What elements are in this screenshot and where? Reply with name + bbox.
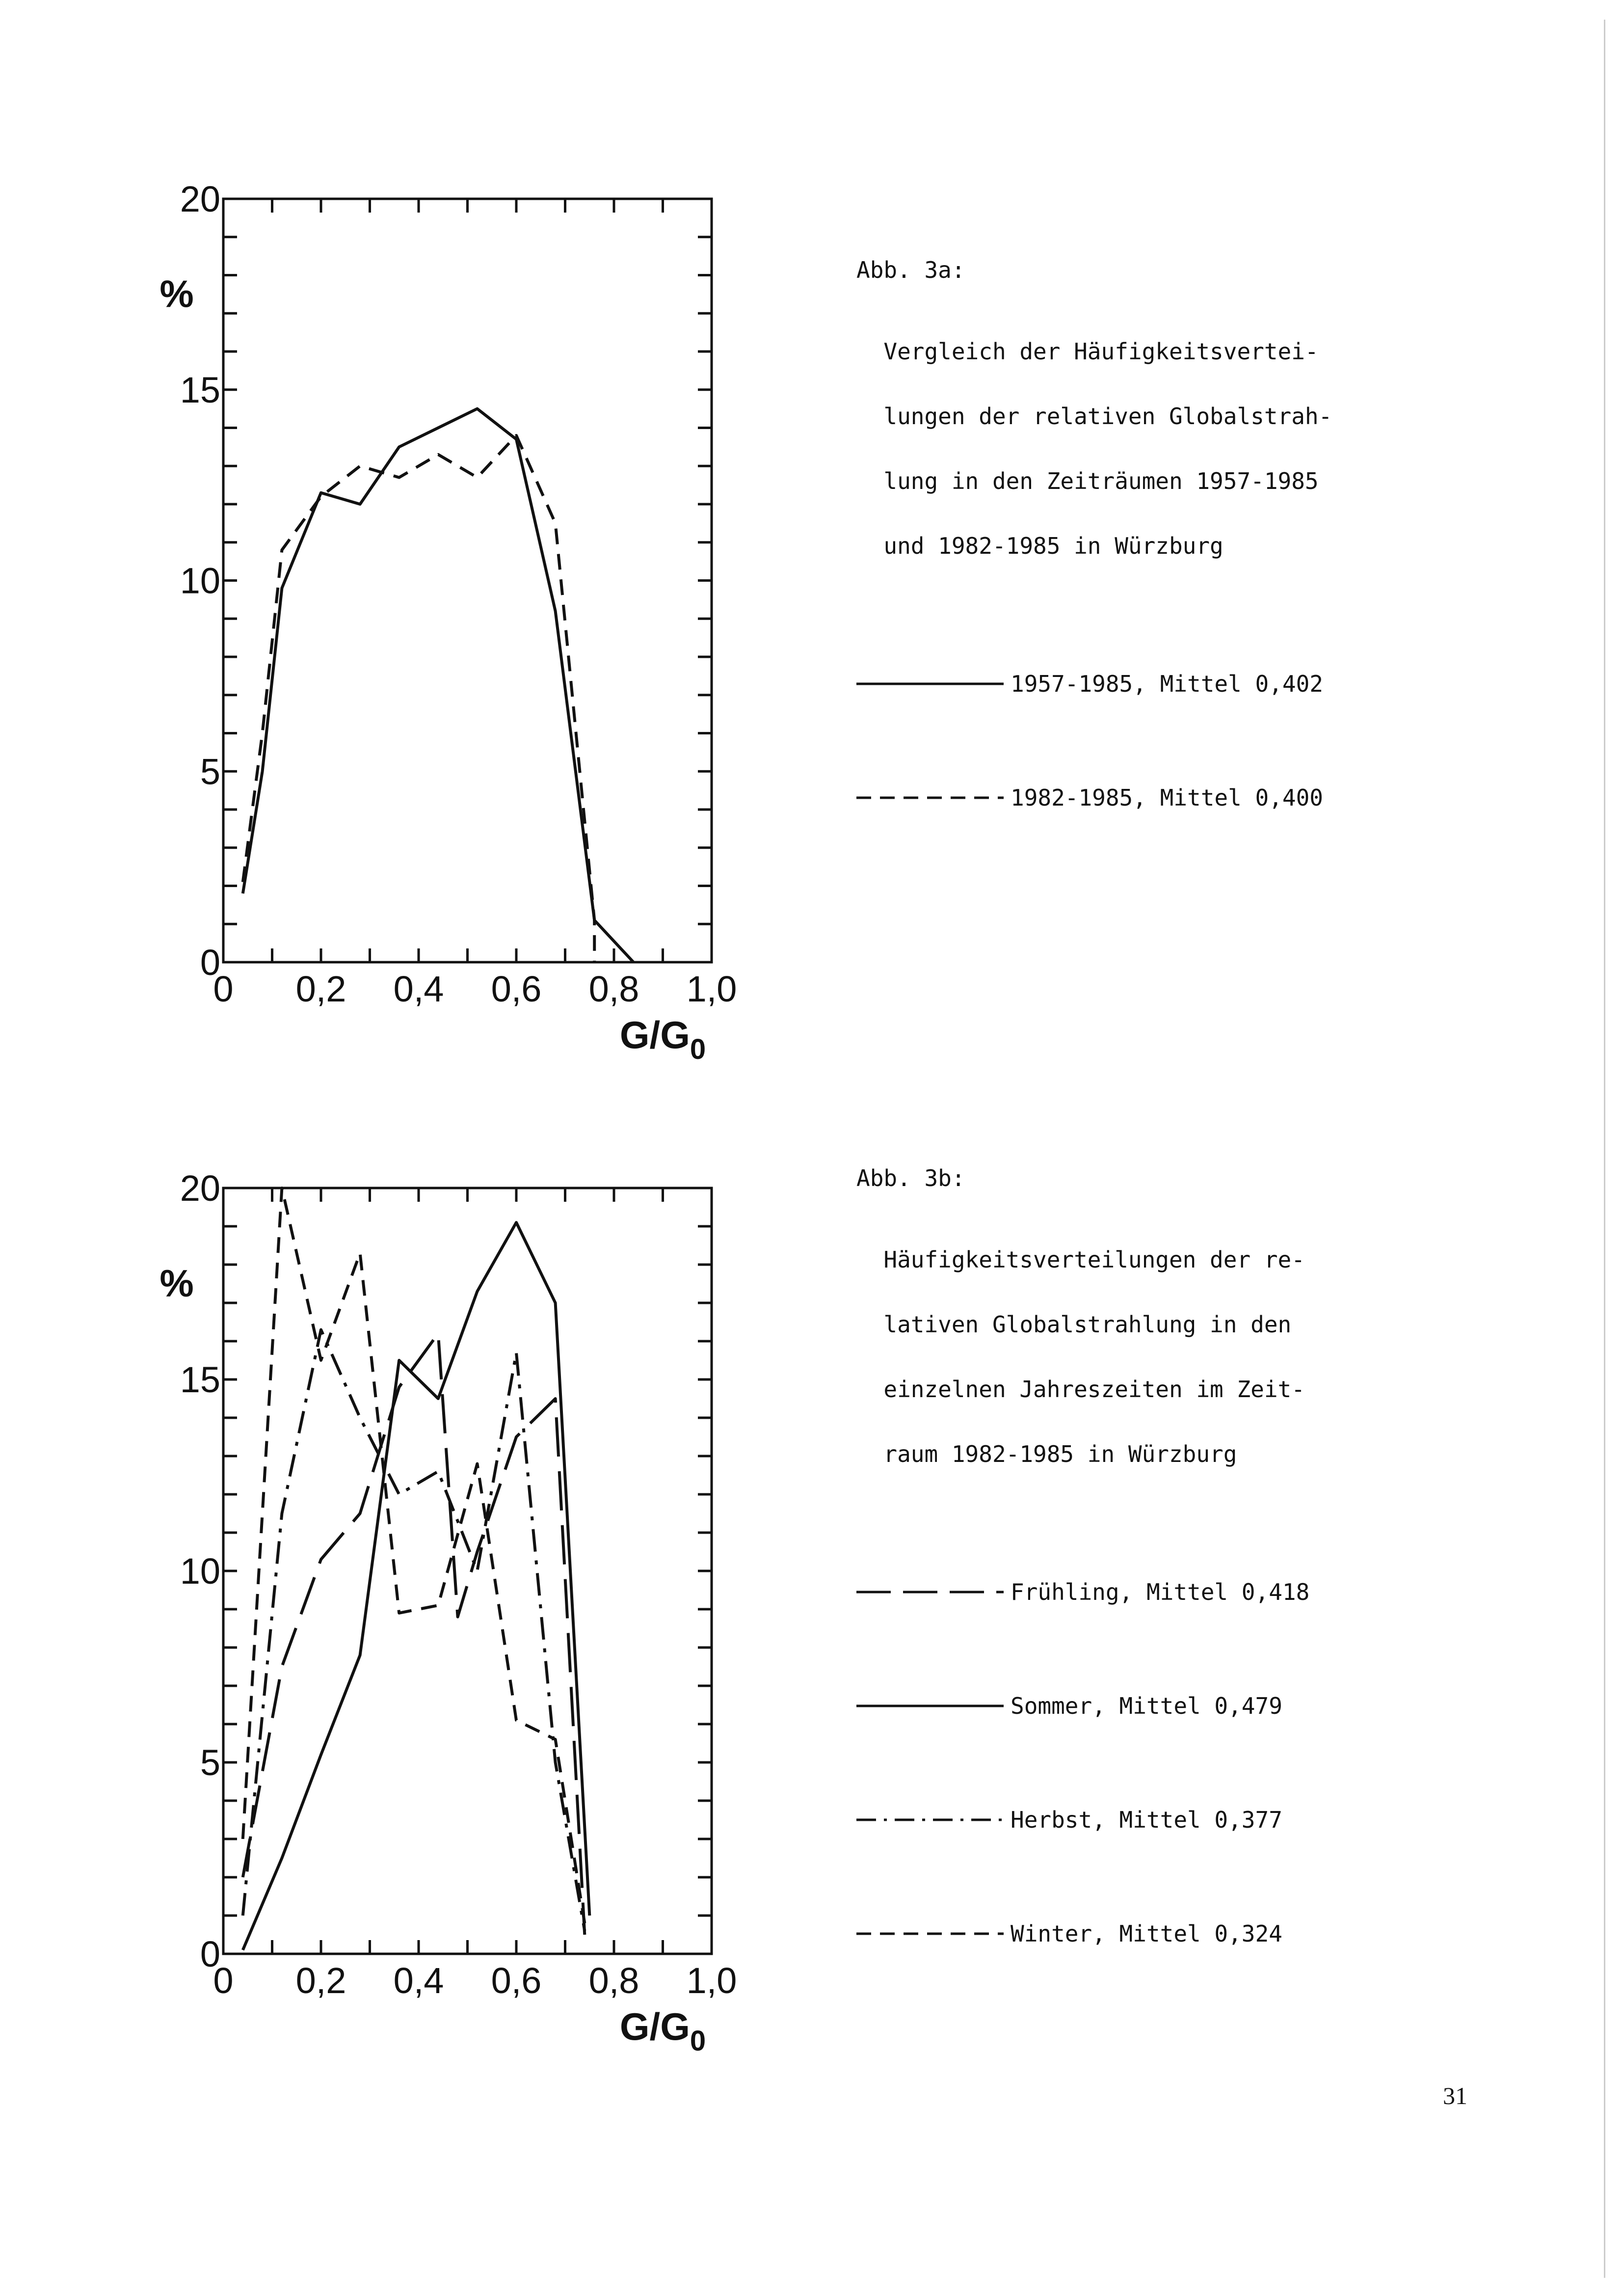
y-unit-label: %: [160, 272, 193, 315]
x-tick-label: 0,2: [296, 1960, 346, 2001]
x-tick-label: 0: [213, 1960, 233, 2001]
chart-abb-3b: 0 0,2 0,4 0,6 0,8 1,0 0 5 10 15 20% G/G0: [160, 1168, 737, 2057]
caption-abb-3b: Abb. 3b: Häufigkeitsverteilungen der re-…: [856, 1097, 1309, 2055]
series-line-solid: [241, 1221, 591, 1951]
series-line-longdash: [241, 1332, 586, 1935]
y-tick-label: 5: [200, 751, 220, 792]
caption-title: Abb. 3a:: [856, 257, 965, 283]
plot-frame: [222, 1187, 713, 1955]
legend-sample-dashed: [856, 796, 1004, 799]
caption-line: lungen der relativen Globalstrah-: [883, 403, 1332, 430]
x-tick-label: 0,6: [491, 969, 542, 1009]
legend-label: Frühling, Mittel 0,418: [1011, 1579, 1310, 1605]
caption-line: Häufigkeitsverteilungen der re-: [883, 1246, 1305, 1273]
legend: Frühling, Mittel 0,418 Sommer, Mittel 0,…: [856, 1503, 1309, 2023]
y-tick-label: 10: [180, 561, 220, 601]
series-line-dashdot: [241, 1328, 586, 1931]
x-tick-label: 0,8: [589, 969, 639, 1009]
y-tick-label: 15: [180, 370, 220, 410]
caption-line: raum 1982-1985 in Würzburg: [883, 1441, 1237, 1467]
x-tick-label: 0,4: [394, 1960, 444, 2001]
caption-abb-3a: Abb. 3a: Vergleich der Häufigkeitsvertei…: [856, 189, 1332, 919]
legend-label: 1982-1985, Mittel 0,400: [1011, 784, 1323, 811]
y-tick-label: 15: [180, 1359, 220, 1400]
legend-label: Sommer, Mittel 0,479: [1011, 1693, 1282, 1719]
legend-item: Winter, Mittel 0,324: [856, 1909, 1309, 1958]
legend-item: 1957-1985, Mittel 0,402: [856, 659, 1332, 708]
y-tick-label: 10: [180, 1551, 220, 1592]
y-tick-label: 20: [180, 179, 220, 219]
caption-title: Abb. 3b:: [856, 1165, 965, 1191]
legend-sample-dashdot: [856, 1818, 1004, 1821]
legend-item: Sommer, Mittel 0,479: [856, 1681, 1309, 1730]
legend-sample-longdash: [856, 1591, 1004, 1594]
legend-item: 1982-1985, Mittel 0,400: [856, 773, 1332, 822]
legend-item: Frühling, Mittel 0,418: [856, 1567, 1309, 1617]
x-tick-label: 0,6: [491, 1960, 542, 2001]
caption-line: Vergleich der Häufigkeitsvertei-: [883, 338, 1319, 365]
series-line-dashed: [241, 1187, 586, 1924]
x-tick-label: 1,0: [687, 1960, 737, 2001]
legend-label: Winter, Mittel 0,324: [1011, 1920, 1282, 1947]
y-tick-label: 0: [200, 1934, 220, 1974]
y-unit-label: %: [160, 1262, 193, 1305]
x-tick-label: 0,4: [394, 969, 444, 1009]
caption-line: lativen Globalstrahlung in den: [883, 1311, 1292, 1338]
series-line-solid: [241, 407, 635, 964]
page-edge-line: [1604, 20, 1605, 2278]
x-tick-label: 0: [213, 969, 233, 1009]
legend-sample-dashed: [856, 1932, 1004, 1935]
caption-line: einzelnen Jahreszeiten im Zeit-: [883, 1376, 1305, 1403]
y-tick-label: 20: [180, 1168, 220, 1209]
legend-label: Herbst, Mittel 0,377: [1011, 1807, 1282, 1833]
legend: 1957-1985, Mittel 0,402 1982-1985, Mitte…: [856, 594, 1332, 887]
y-tick-label: 5: [200, 1742, 220, 1783]
legend-item: Herbst, Mittel 0,377: [856, 1795, 1309, 1844]
x-unit-label: G/G0: [620, 2005, 706, 2057]
legend-label: 1957-1985, Mittel 0,402: [1011, 671, 1323, 697]
x-tick-label: 0,8: [589, 1960, 639, 2001]
legend-sample-solid: [856, 682, 1004, 685]
caption-line: und 1982-1985 in Würzburg: [883, 533, 1224, 559]
caption-line: lung in den Zeiträumen 1957-1985: [883, 468, 1319, 494]
page-number: 31: [1443, 2082, 1467, 2109]
x-tick-label: 0,2: [296, 969, 346, 1009]
x-tick-label: 1,0: [687, 969, 737, 1009]
series-line-dashed: [241, 434, 596, 962]
y-tick-label: 0: [200, 942, 220, 983]
legend-sample-solid: [856, 1704, 1004, 1707]
